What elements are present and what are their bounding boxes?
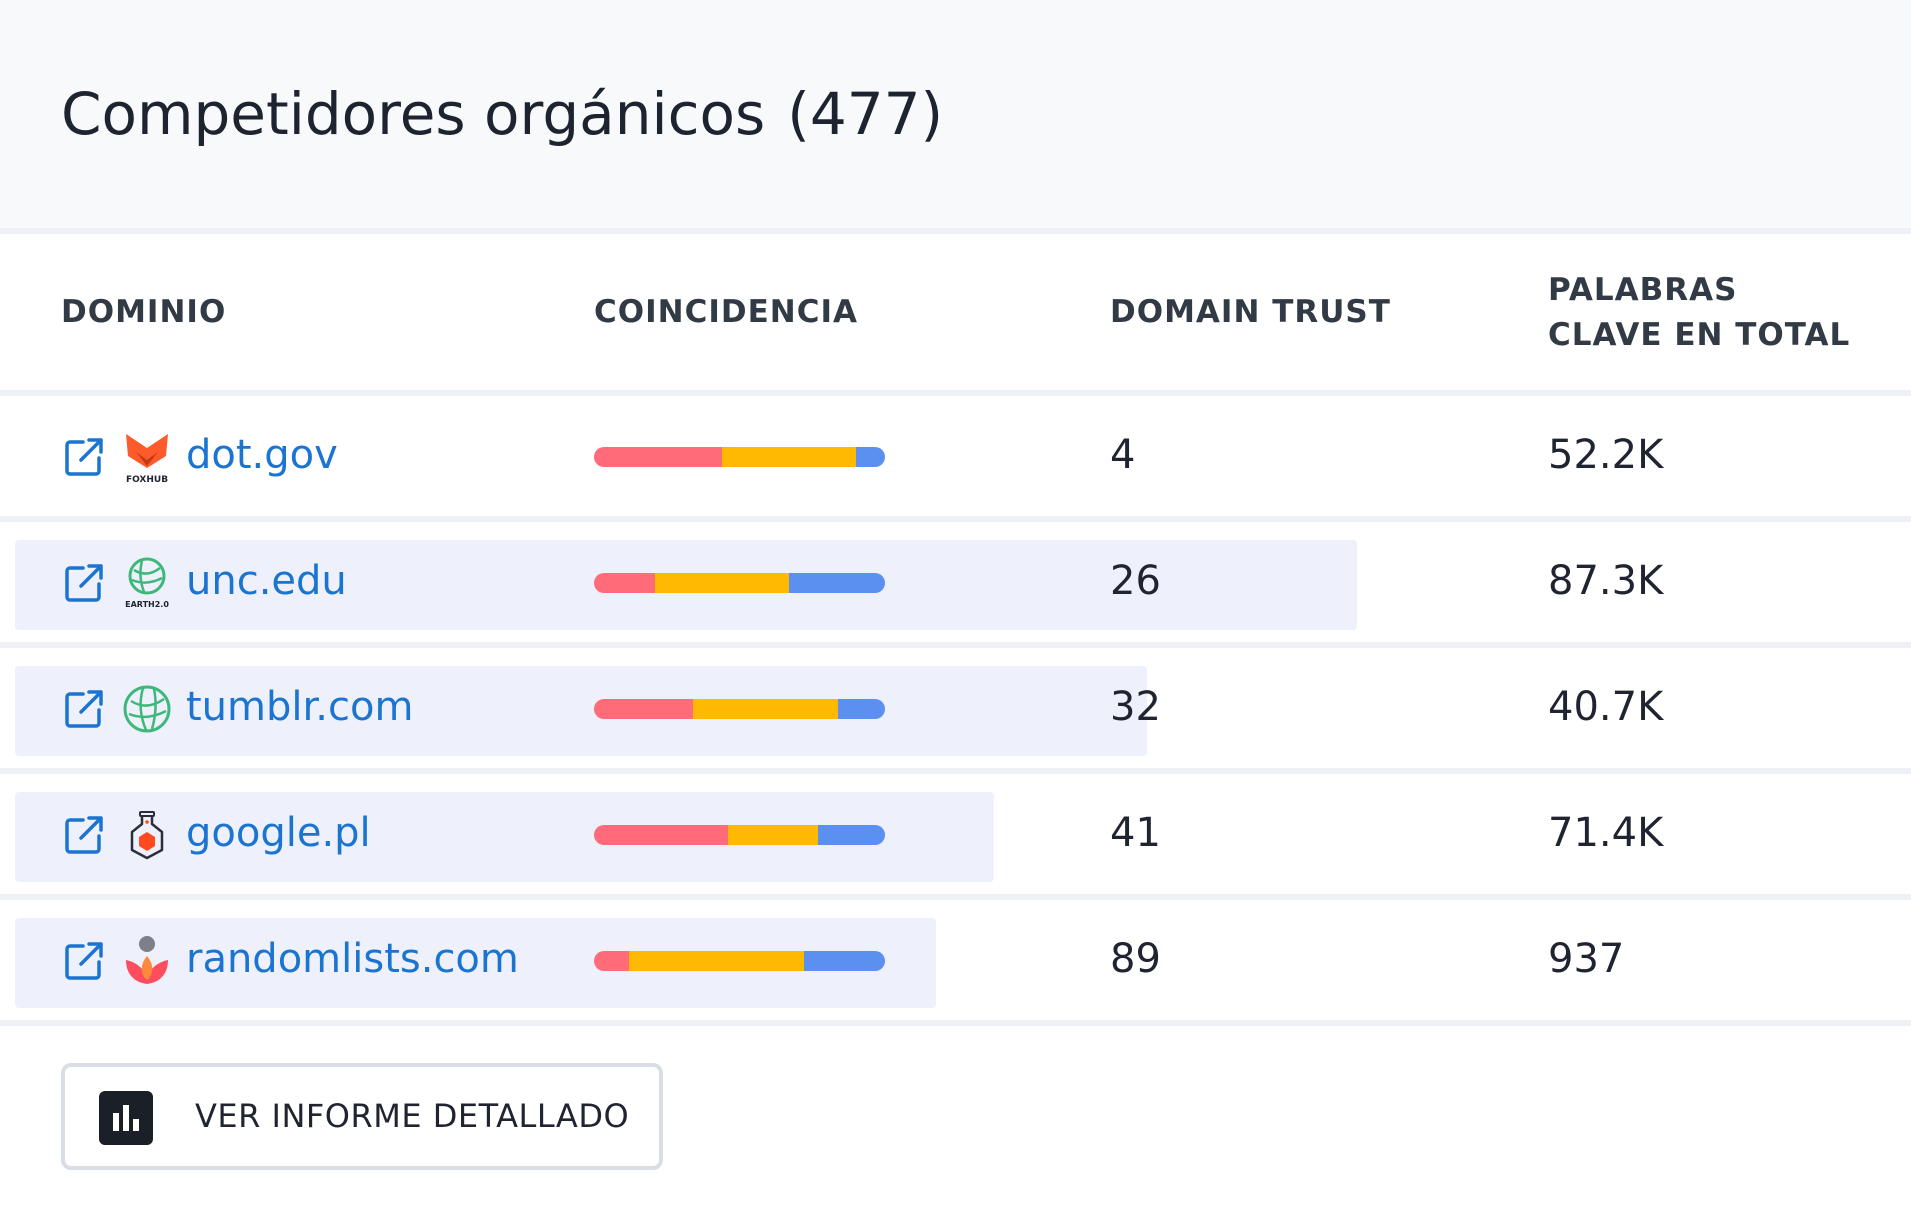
external-link-icon[interactable] [63,562,105,604]
domain-trust-value: 89 [1110,936,1161,982]
match-bar-segment [722,447,856,467]
keywords-total-value: 52.2K [1548,432,1664,478]
match-bar-segment [692,699,839,719]
external-link-icon[interactable] [63,814,105,856]
domain-trust-value: 26 [1110,558,1161,604]
earth-2-logo: EARTH2.0 [122,556,172,610]
match-bar-segment [594,447,723,467]
detailed-report-label: VER INFORME DETALLADO [195,1097,630,1135]
match-bar-segment [803,951,885,971]
table-row: tumblr.com 32 40.7K [0,648,1911,774]
match-bar-segment [594,825,728,845]
match-bar-segment [818,825,885,845]
domain-link[interactable]: dot.gov [186,432,338,478]
divider [0,768,1911,774]
match-bar-segment [594,951,629,971]
column-header-keywords-line2: CLAVE EN TOTAL [1548,317,1851,353]
detailed-report-button[interactable]: VER INFORME DETALLADO [61,1063,663,1170]
domain-link[interactable]: tumblr.com [186,684,414,730]
table-row: randomlists.com 89 937 [0,900,1911,1026]
keywords-total-value: 40.7K [1548,684,1664,730]
external-link-icon[interactable] [63,940,105,982]
flask-hexagon-logo [122,808,172,862]
match-bar [594,951,885,971]
domain-link[interactable]: randomlists.com [186,936,519,982]
match-bar-segment [727,825,819,845]
match-bar-segment [655,573,789,593]
match-bar [594,573,885,593]
match-bar-segment [594,573,656,593]
match-bar-segment [838,699,885,719]
bar-chart-icon [99,1091,153,1145]
column-header-match[interactable]: COINCIDENCIA [594,294,858,330]
keywords-total-value: 87.3K [1548,558,1664,604]
match-bar-segment [594,699,693,719]
external-link-icon[interactable] [63,436,105,478]
column-header-keywords-line1: PALABRAS [1548,272,1738,308]
domain-trust-value: 4 [1110,432,1136,478]
row-highlight [15,666,1147,756]
match-bar [594,825,885,845]
divider [0,894,1911,900]
match-bar [594,699,885,719]
page-title: Competidores orgánicos (477) [61,80,943,148]
match-bar [594,447,885,467]
table-row: FOXHUB dot.gov 4 52.2K [0,396,1911,522]
column-header-keywords[interactable]: PALABRAS CLAVE EN TOTAL [1548,268,1850,358]
keywords-total-value: 71.4K [1548,810,1664,856]
table-row: EARTH2.0 unc.edu 26 87.3K [0,522,1911,648]
domain-link[interactable]: google.pl [186,810,371,856]
page-title-text: Competidores orgánicos [61,80,766,148]
logo-text: FOXHUB [126,475,168,484]
table-row: google.pl 41 71.4K [0,774,1911,900]
globe-leaf-logo [122,682,172,736]
match-bar-segment [788,573,885,593]
panel-header: Competidores orgánicos (477) [0,0,1911,228]
lotus-person-logo [122,934,172,988]
divider [0,516,1911,522]
logo-text: EARTH2.0 [125,600,169,609]
external-link-icon[interactable] [63,688,105,730]
domain-trust-value: 32 [1110,684,1161,730]
divider [0,390,1911,396]
match-bar-segment [628,951,804,971]
divider [0,642,1911,648]
divider [0,228,1911,234]
keywords-total-value: 937 [1548,936,1625,982]
column-header-domain[interactable]: DOMINIO [61,294,227,330]
competitor-count: (477) [787,80,944,148]
domain-trust-value: 41 [1110,810,1161,856]
column-header-domain-trust[interactable]: DOMAIN TRUST [1110,294,1391,330]
domain-link[interactable]: unc.edu [186,558,347,604]
divider [0,1020,1911,1026]
match-bar-segment [855,447,885,467]
foxhub-logo: FOXHUB [122,430,172,485]
